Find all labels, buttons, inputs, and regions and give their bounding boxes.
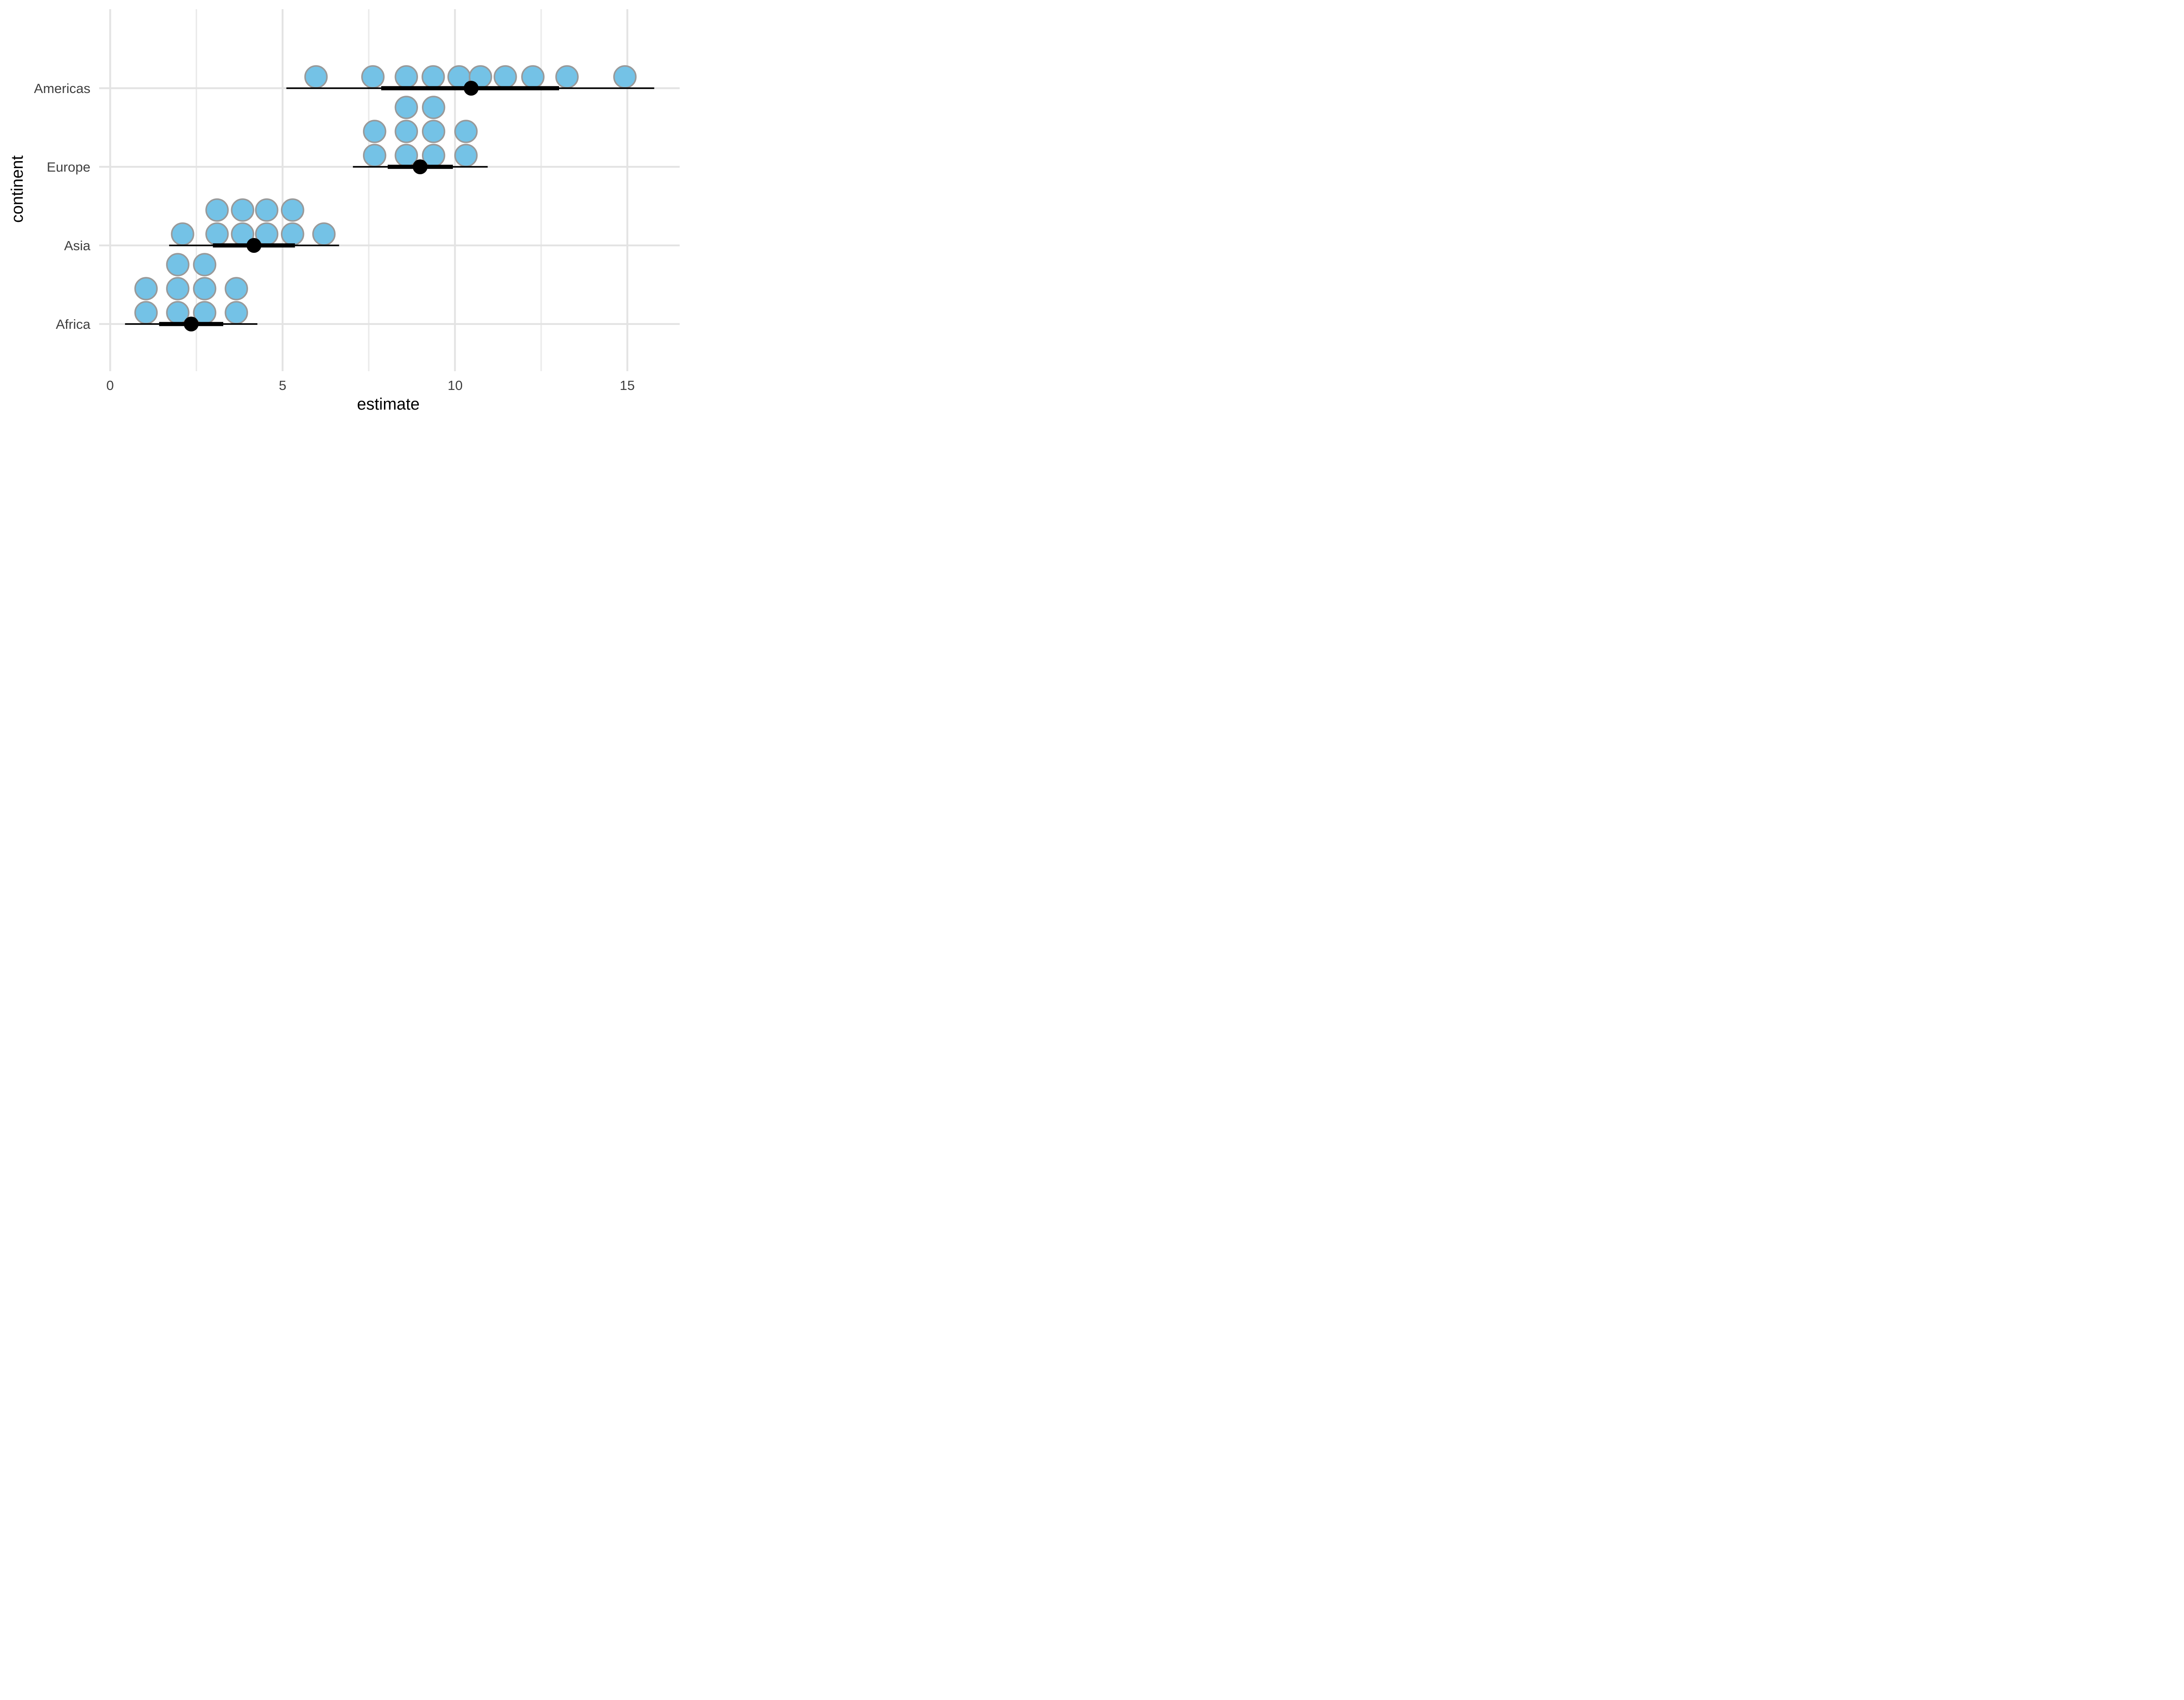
data-dot	[304, 65, 328, 89]
data-dot	[363, 120, 387, 143]
data-dot	[361, 65, 385, 89]
y-tick-label-asia: Asia	[64, 238, 91, 253]
data-dot	[422, 65, 445, 89]
data-dot	[312, 222, 336, 246]
data-dot	[555, 65, 579, 89]
data-dot	[193, 253, 217, 276]
y-tick-label-africa: Africa	[56, 317, 91, 332]
data-dot	[281, 198, 304, 222]
data-dot	[394, 120, 418, 143]
x-tick-label-5: 5	[279, 378, 286, 393]
data-dot	[134, 277, 158, 300]
series-asia	[169, 198, 339, 253]
data-dot	[255, 198, 279, 222]
y-tick-label-europe: Europe	[47, 159, 90, 175]
data-dot	[394, 96, 418, 119]
point-estimate	[246, 238, 262, 253]
series-americas	[286, 65, 654, 96]
data-dot	[281, 222, 304, 246]
data-dot	[205, 222, 229, 246]
dotplot-figure: Americas Europe Asia Africa 0 5 10 15 es…	[0, 0, 688, 425]
x-tick-label-10: 10	[448, 378, 463, 393]
x-axis-title: estimate	[357, 395, 420, 414]
series-europe	[352, 96, 488, 174]
data-dot	[193, 277, 217, 300]
data-dot	[171, 222, 194, 246]
point-estimate	[412, 159, 428, 174]
data-dot	[394, 65, 418, 89]
data-dot	[422, 120, 446, 143]
data-dot	[613, 65, 637, 89]
data-dot	[166, 253, 190, 276]
data-dot	[521, 65, 545, 89]
data-dot	[205, 198, 229, 222]
data-dot	[225, 277, 248, 300]
dots-interval-chart: Americas Europe Asia Africa 0 5 10 15 es…	[8, 9, 680, 414]
x-tick-label-15: 15	[620, 378, 635, 393]
data-dot	[166, 277, 190, 300]
data-dot	[422, 96, 446, 119]
series-africa	[125, 253, 258, 331]
data-dot	[134, 301, 158, 324]
point-estimate	[183, 317, 199, 331]
data-dot	[454, 120, 478, 143]
data-dot	[363, 144, 387, 167]
data-dot	[454, 144, 478, 167]
point-estimate	[463, 81, 479, 96]
data-dot	[231, 198, 255, 222]
data-dot	[225, 301, 248, 324]
data-dot	[494, 65, 517, 89]
x-tick-label-0: 0	[106, 378, 114, 393]
y-axis-title: continent	[8, 155, 27, 223]
y-tick-label-americas: Americas	[34, 81, 90, 96]
plot-layer	[125, 65, 654, 331]
